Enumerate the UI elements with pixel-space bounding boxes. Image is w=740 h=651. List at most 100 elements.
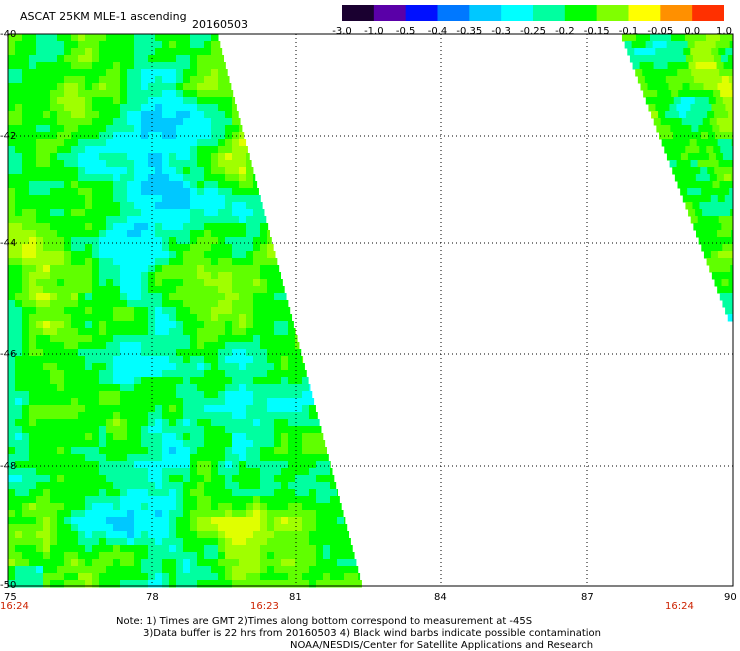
swath-cell bbox=[281, 496, 289, 504]
swath-cell bbox=[148, 237, 156, 245]
swath-cell bbox=[148, 321, 156, 329]
swath-cell bbox=[64, 517, 72, 525]
swath-cell bbox=[288, 545, 296, 553]
swath-cell bbox=[92, 580, 100, 588]
swath-cell bbox=[99, 328, 107, 336]
swath-cell bbox=[694, 132, 702, 140]
swath-cell bbox=[134, 160, 142, 168]
swath-cell bbox=[225, 83, 232, 91]
swath-cell bbox=[197, 552, 205, 560]
swath-cell bbox=[162, 223, 170, 231]
swath-cell bbox=[204, 83, 212, 91]
swath-cell bbox=[155, 41, 163, 49]
swath-cell bbox=[218, 251, 226, 259]
swath-cell bbox=[78, 160, 86, 168]
swath-cell bbox=[239, 328, 247, 336]
swath-cell bbox=[78, 153, 86, 161]
swath-cell bbox=[274, 384, 282, 392]
swath-cell bbox=[323, 482, 331, 490]
swath-cell bbox=[253, 405, 261, 413]
swath-cell bbox=[218, 363, 226, 371]
swath-cell bbox=[232, 167, 240, 175]
swath-cell bbox=[197, 97, 205, 105]
swath-cell bbox=[141, 300, 149, 308]
swath-cell bbox=[169, 461, 177, 469]
swath-cell bbox=[43, 272, 51, 280]
swath-cell bbox=[316, 545, 324, 553]
swath-cell bbox=[197, 363, 205, 371]
swath-cell bbox=[155, 209, 163, 217]
swath-cell bbox=[698, 237, 707, 245]
swath-cell bbox=[15, 209, 23, 217]
swath-cell bbox=[8, 384, 16, 392]
swath-cell bbox=[113, 265, 121, 273]
swath-cell bbox=[78, 314, 86, 322]
swath-cell bbox=[64, 286, 72, 294]
swath-cell bbox=[22, 440, 30, 448]
swath-cell bbox=[288, 391, 296, 399]
swath-cell bbox=[316, 454, 324, 462]
swath-cell bbox=[99, 181, 107, 189]
swath-cell bbox=[211, 510, 219, 518]
swath-cell bbox=[190, 216, 198, 224]
swath-cell bbox=[8, 503, 16, 511]
swath-cell bbox=[134, 230, 142, 238]
swath-cell bbox=[225, 496, 233, 504]
swath-cell bbox=[99, 146, 107, 154]
swath-cell bbox=[288, 412, 296, 420]
swath-cell bbox=[288, 405, 296, 413]
swath-cell bbox=[330, 531, 338, 539]
swath-cell bbox=[15, 370, 23, 378]
swath-cell bbox=[344, 580, 352, 588]
swath-cell bbox=[204, 307, 212, 315]
swath-cell bbox=[190, 538, 198, 546]
swath-cell bbox=[337, 552, 345, 560]
swath-cell bbox=[8, 76, 16, 84]
swath-cell bbox=[43, 62, 51, 70]
swath-cell bbox=[232, 496, 240, 504]
swath-cell bbox=[190, 517, 198, 525]
swath-cell bbox=[43, 202, 51, 210]
swath-cell bbox=[120, 454, 128, 462]
swath-cell bbox=[162, 76, 170, 84]
swath-cell bbox=[15, 461, 23, 469]
swath-cell bbox=[190, 356, 198, 364]
swath-cell bbox=[197, 272, 205, 280]
swath-cell bbox=[36, 482, 44, 490]
swath-cell bbox=[689, 139, 698, 147]
swath-cell bbox=[707, 167, 715, 175]
swath-cell bbox=[260, 573, 268, 581]
swath-cell bbox=[190, 209, 198, 217]
swath-cell bbox=[134, 195, 142, 203]
swath-cell bbox=[134, 496, 142, 504]
swath-cell bbox=[719, 181, 728, 189]
swath-cell bbox=[197, 503, 205, 511]
swath-cell bbox=[176, 552, 184, 560]
swath-cell bbox=[29, 426, 37, 434]
swath-cell bbox=[232, 181, 240, 189]
swath-cell bbox=[653, 62, 662, 70]
swath-cell bbox=[99, 300, 107, 308]
swath-cell bbox=[43, 440, 51, 448]
swath-cell bbox=[43, 384, 51, 392]
swath-cell bbox=[155, 188, 163, 196]
swath-cell bbox=[29, 139, 37, 147]
swath-cell bbox=[141, 517, 149, 525]
swath-cell bbox=[656, 69, 664, 77]
swath-cell bbox=[106, 370, 114, 378]
swath-cell bbox=[113, 419, 121, 427]
swath-cell bbox=[162, 328, 170, 336]
swath-cell bbox=[197, 342, 205, 350]
swath-cell bbox=[134, 363, 142, 371]
swath-cell bbox=[281, 566, 289, 574]
swath-cell bbox=[218, 454, 226, 462]
swath-cell bbox=[204, 398, 212, 406]
swath-cell bbox=[351, 552, 355, 560]
swath-cell bbox=[253, 342, 261, 350]
swath-cell bbox=[148, 398, 156, 406]
swath-cell bbox=[92, 132, 100, 140]
swath-cell bbox=[260, 370, 268, 378]
swath-cell bbox=[708, 153, 717, 161]
colorbar-label: -0.2 bbox=[555, 26, 575, 37]
swath-cell bbox=[99, 538, 107, 546]
